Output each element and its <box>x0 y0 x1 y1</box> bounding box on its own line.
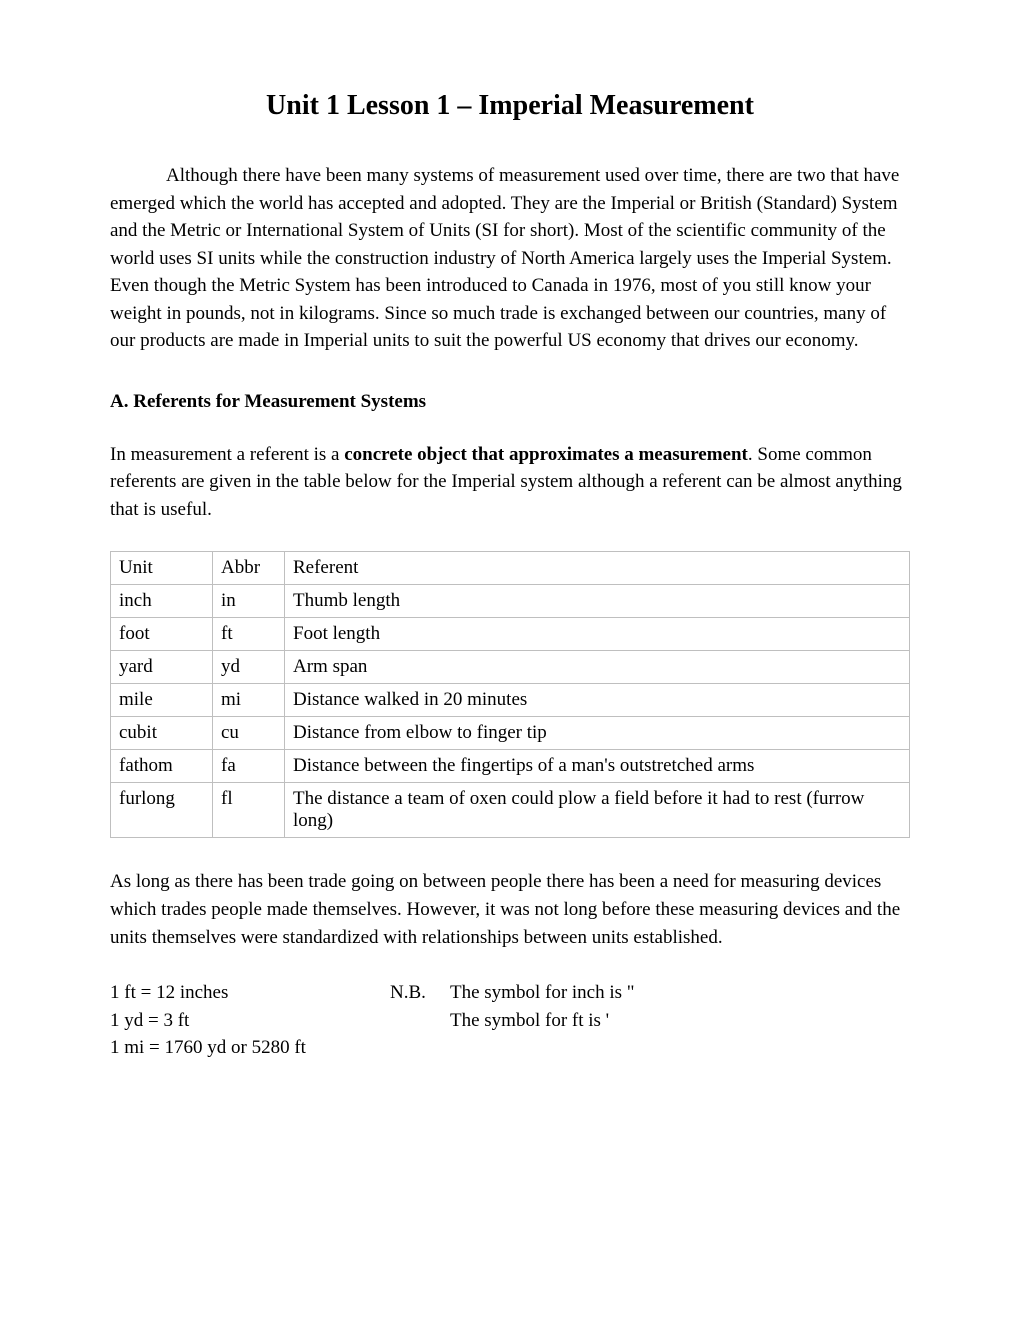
cell-abbr: in <box>213 585 285 618</box>
cell-abbr: cu <box>213 717 285 750</box>
cell-abbr: mi <box>213 684 285 717</box>
document-page: Unit 1 Lesson 1 – Imperial Measurement A… <box>0 0 1020 1320</box>
cell-unit: yard <box>111 651 213 684</box>
cell-unit: furlong <box>111 783 213 838</box>
table-row: mile mi Distance walked in 20 minutes <box>111 684 910 717</box>
header-unit: Unit <box>111 552 213 585</box>
conversion-line: 1 yd = 3 ft <box>110 1007 390 1035</box>
cell-abbr: ft <box>213 618 285 651</box>
conversion-line: 1 ft = 12 inches <box>110 979 390 1007</box>
nb-notes: The symbol for inch is " The symbol for … <box>450 979 910 1062</box>
cell-referent: Arm span <box>285 651 910 684</box>
referent-intro-pre: In measurement a referent is a <box>110 444 344 465</box>
referents-table: Unit Abbr Referent inch in Thumb length … <box>110 551 910 838</box>
section-a-heading: A. Referents for Measurement Systems <box>110 391 910 413</box>
table-row: yard yd Arm span <box>111 651 910 684</box>
cell-unit: inch <box>111 585 213 618</box>
table-row: inch in Thumb length <box>111 585 910 618</box>
conversions-left: 1 ft = 12 inches 1 yd = 3 ft 1 mi = 1760… <box>110 979 390 1062</box>
cell-unit: mile <box>111 684 213 717</box>
cell-abbr: fl <box>213 783 285 838</box>
header-referent: Referent <box>285 552 910 585</box>
page-title: Unit 1 Lesson 1 – Imperial Measurement <box>110 90 910 122</box>
cell-abbr: yd <box>213 651 285 684</box>
nb-line: The symbol for ft is ' <box>450 1007 910 1035</box>
trade-paragraph: As long as there has been trade going on… <box>110 868 910 951</box>
cell-unit: cubit <box>111 717 213 750</box>
table-header-row: Unit Abbr Referent <box>111 552 910 585</box>
referent-intro-bold: concrete object that approximates a meas… <box>344 444 748 465</box>
nb-line: The symbol for inch is " <box>450 979 910 1007</box>
table-row: furlong fl The distance a team of oxen c… <box>111 783 910 838</box>
cell-unit: foot <box>111 618 213 651</box>
nb-label: N.B. <box>390 979 450 1062</box>
cell-unit: fathom <box>111 750 213 783</box>
table-row: fathom fa Distance between the fingertip… <box>111 750 910 783</box>
header-abbr: Abbr <box>213 552 285 585</box>
cell-referent: The distance a team of oxen could plow a… <box>285 783 910 838</box>
table-row: foot ft Foot length <box>111 618 910 651</box>
cell-referent: Thumb length <box>285 585 910 618</box>
table-row: cubit cu Distance from elbow to finger t… <box>111 717 910 750</box>
cell-referent: Distance from elbow to finger tip <box>285 717 910 750</box>
cell-referent: Distance between the fingertips of a man… <box>285 750 910 783</box>
cell-abbr: fa <box>213 750 285 783</box>
cell-referent: Distance walked in 20 minutes <box>285 684 910 717</box>
referent-intro: In measurement a referent is a concrete … <box>110 441 910 524</box>
conversions-block: 1 ft = 12 inches 1 yd = 3 ft 1 mi = 1760… <box>110 979 910 1062</box>
intro-paragraph: Although there have been many systems of… <box>110 162 910 355</box>
conversion-line: 1 mi = 1760 yd or 5280 ft <box>110 1034 390 1062</box>
cell-referent: Foot length <box>285 618 910 651</box>
